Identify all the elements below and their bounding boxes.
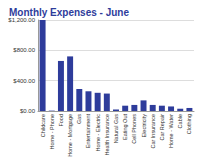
svg-text:Car Insurance: Car Insurance [150, 114, 156, 149]
svg-text:$0.00: $0.00 [20, 108, 36, 114]
svg-text:Car Repair: Car Repair [159, 114, 165, 141]
svg-text:Cable: Cable [177, 114, 183, 128]
svg-text:Childcare: Childcare [40, 114, 46, 137]
svg-text:Home - Mortgage: Home - Mortgage [67, 114, 73, 157]
svg-text:Home - Electric: Home - Electric [95, 114, 101, 152]
svg-text:Monthly Expenses - June: Monthly Expenses - June [9, 7, 129, 18]
svg-text:Electricity: Electricity [141, 114, 147, 138]
svg-text:Cell Phones: Cell Phones [131, 114, 137, 144]
svg-text:Health Insurance: Health Insurance [104, 114, 110, 156]
svg-text:Home - Water: Home - Water [168, 114, 174, 148]
svg-text:Clothing: Clothing [186, 114, 192, 134]
svg-text:Food: Food [58, 114, 64, 127]
svg-text:Natural Gas: Natural Gas [113, 114, 119, 144]
svg-text:Home - Phone: Home - Phone [49, 114, 55, 149]
svg-text:$800.00: $800.00 [13, 47, 35, 53]
svg-text:Entertainment: Entertainment [85, 114, 91, 149]
svg-text:Gas: Gas [76, 114, 82, 124]
svg-text:Eating Out: Eating Out [122, 114, 128, 140]
svg-text:$400.00: $400.00 [13, 78, 35, 84]
svg-text:$1,200.00: $1,200.00 [8, 17, 35, 23]
